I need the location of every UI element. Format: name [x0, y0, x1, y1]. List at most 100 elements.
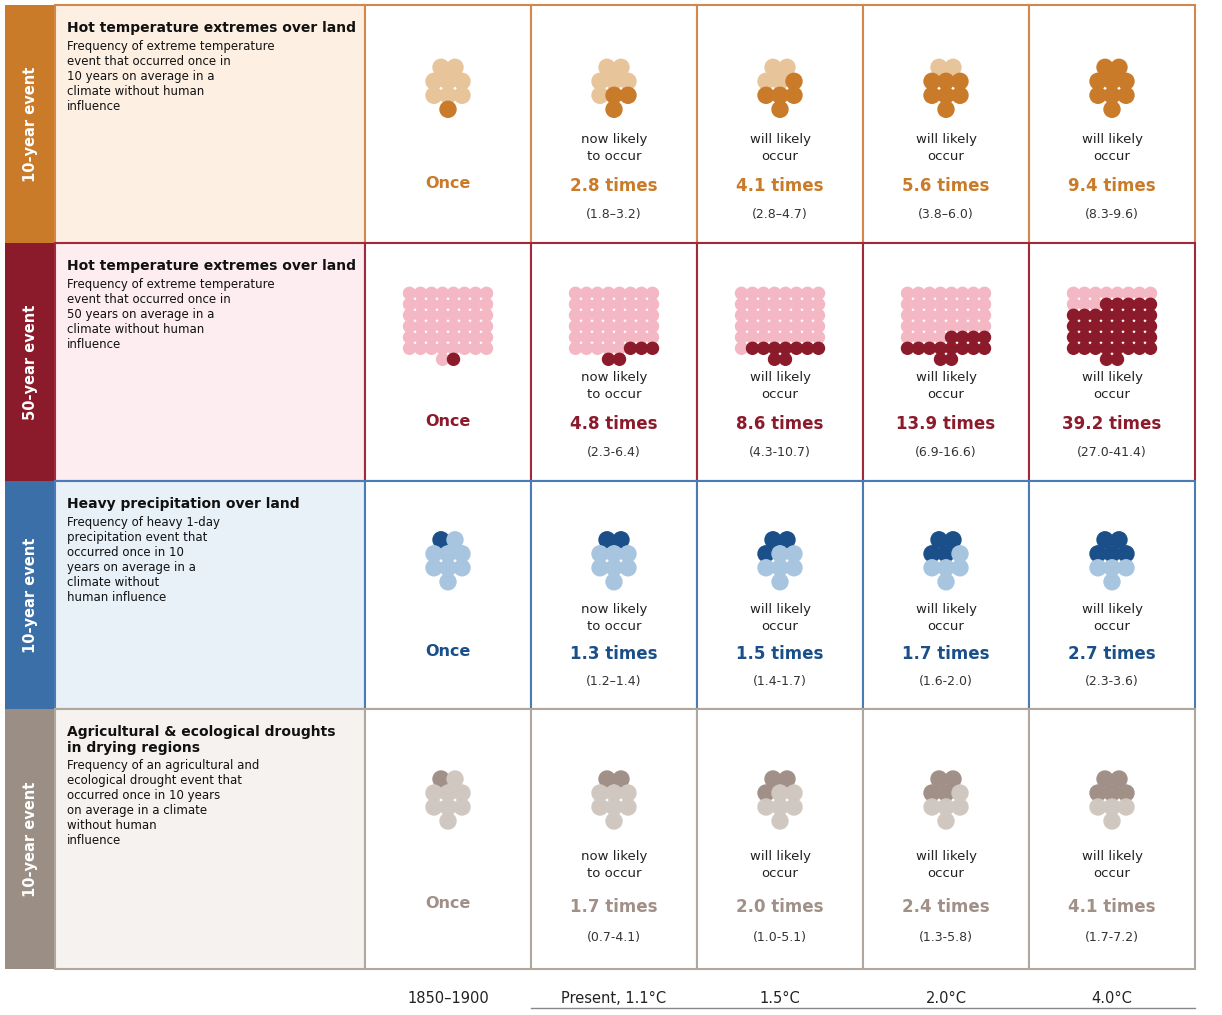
Circle shape	[968, 321, 980, 332]
Circle shape	[952, 799, 968, 815]
Circle shape	[952, 560, 968, 576]
Circle shape	[813, 298, 825, 311]
Circle shape	[913, 310, 925, 322]
Circle shape	[426, 560, 442, 576]
Circle shape	[436, 331, 448, 343]
Circle shape	[635, 287, 648, 299]
Text: (1.4-1.7): (1.4-1.7)	[753, 675, 807, 688]
Bar	[532, 481, 697, 709]
Circle shape	[931, 771, 947, 787]
Circle shape	[1118, 73, 1134, 89]
Circle shape	[747, 298, 759, 311]
Circle shape	[780, 353, 792, 365]
Circle shape	[913, 298, 925, 311]
Circle shape	[772, 87, 788, 104]
Circle shape	[606, 87, 622, 104]
Circle shape	[938, 102, 954, 118]
Circle shape	[458, 321, 470, 332]
Circle shape	[957, 287, 969, 299]
Circle shape	[436, 310, 448, 322]
Circle shape	[758, 287, 770, 299]
Circle shape	[747, 287, 759, 299]
Circle shape	[426, 785, 442, 801]
Circle shape	[945, 771, 960, 787]
Circle shape	[440, 546, 456, 561]
Text: Hot temperature extremes over land: Hot temperature extremes over land	[67, 259, 356, 273]
Circle shape	[780, 287, 792, 299]
Circle shape	[425, 342, 437, 354]
Text: now likely
to occur: now likely to occur	[580, 850, 648, 880]
Text: 1.5°C: 1.5°C	[760, 991, 800, 1006]
Circle shape	[935, 310, 947, 322]
Bar	[863, 243, 1029, 481]
Circle shape	[772, 560, 788, 576]
Circle shape	[591, 87, 609, 104]
Circle shape	[1101, 310, 1112, 322]
Circle shape	[1145, 298, 1156, 311]
Circle shape	[447, 59, 463, 75]
Circle shape	[1112, 331, 1123, 343]
Circle shape	[1101, 342, 1112, 354]
Circle shape	[447, 353, 459, 365]
Circle shape	[979, 310, 991, 322]
Circle shape	[765, 771, 781, 787]
Circle shape	[426, 546, 442, 561]
Circle shape	[403, 342, 415, 354]
Circle shape	[1134, 331, 1145, 343]
Circle shape	[602, 287, 615, 299]
Circle shape	[606, 546, 622, 561]
Circle shape	[758, 310, 770, 322]
Bar	[697, 481, 863, 709]
Circle shape	[1118, 546, 1134, 561]
Circle shape	[802, 310, 814, 322]
Circle shape	[772, 813, 788, 829]
Circle shape	[447, 287, 459, 299]
Bar	[365, 5, 532, 243]
Circle shape	[1112, 353, 1123, 365]
Circle shape	[455, 560, 470, 576]
Circle shape	[447, 331, 459, 343]
Circle shape	[924, 321, 936, 332]
Circle shape	[1112, 298, 1123, 311]
Circle shape	[624, 287, 637, 299]
Circle shape	[736, 321, 748, 332]
Circle shape	[736, 298, 748, 311]
Text: will likely
occur: will likely occur	[749, 850, 810, 880]
Circle shape	[425, 298, 437, 311]
Circle shape	[414, 342, 426, 354]
Circle shape	[426, 799, 442, 815]
Circle shape	[957, 331, 969, 343]
Circle shape	[924, 342, 936, 354]
Circle shape	[602, 321, 615, 332]
Circle shape	[938, 560, 954, 576]
Circle shape	[938, 799, 954, 815]
Circle shape	[440, 102, 456, 118]
Circle shape	[780, 310, 792, 322]
Circle shape	[802, 298, 814, 311]
Circle shape	[1112, 287, 1123, 299]
Circle shape	[935, 342, 947, 354]
Circle shape	[924, 785, 940, 801]
Circle shape	[968, 287, 980, 299]
Text: will likely
occur: will likely occur	[915, 370, 976, 401]
Circle shape	[447, 298, 459, 311]
Circle shape	[1145, 342, 1156, 354]
Text: will likely
occur: will likely occur	[1081, 370, 1143, 401]
Circle shape	[591, 287, 604, 299]
Circle shape	[736, 331, 748, 343]
Circle shape	[646, 342, 659, 354]
Circle shape	[1134, 287, 1145, 299]
Text: Frequency of extreme temperature
event that occurred once in
50 years on average: Frequency of extreme temperature event t…	[67, 278, 275, 351]
Circle shape	[591, 298, 604, 311]
Circle shape	[635, 298, 648, 311]
Circle shape	[426, 73, 442, 89]
Circle shape	[1079, 342, 1090, 354]
Circle shape	[569, 321, 582, 332]
Circle shape	[591, 342, 604, 354]
Text: 8.6 times: 8.6 times	[737, 415, 824, 432]
Text: (1.8–3.2): (1.8–3.2)	[587, 208, 642, 221]
Circle shape	[458, 342, 470, 354]
Circle shape	[591, 321, 604, 332]
Circle shape	[1068, 321, 1079, 332]
Circle shape	[946, 321, 958, 332]
